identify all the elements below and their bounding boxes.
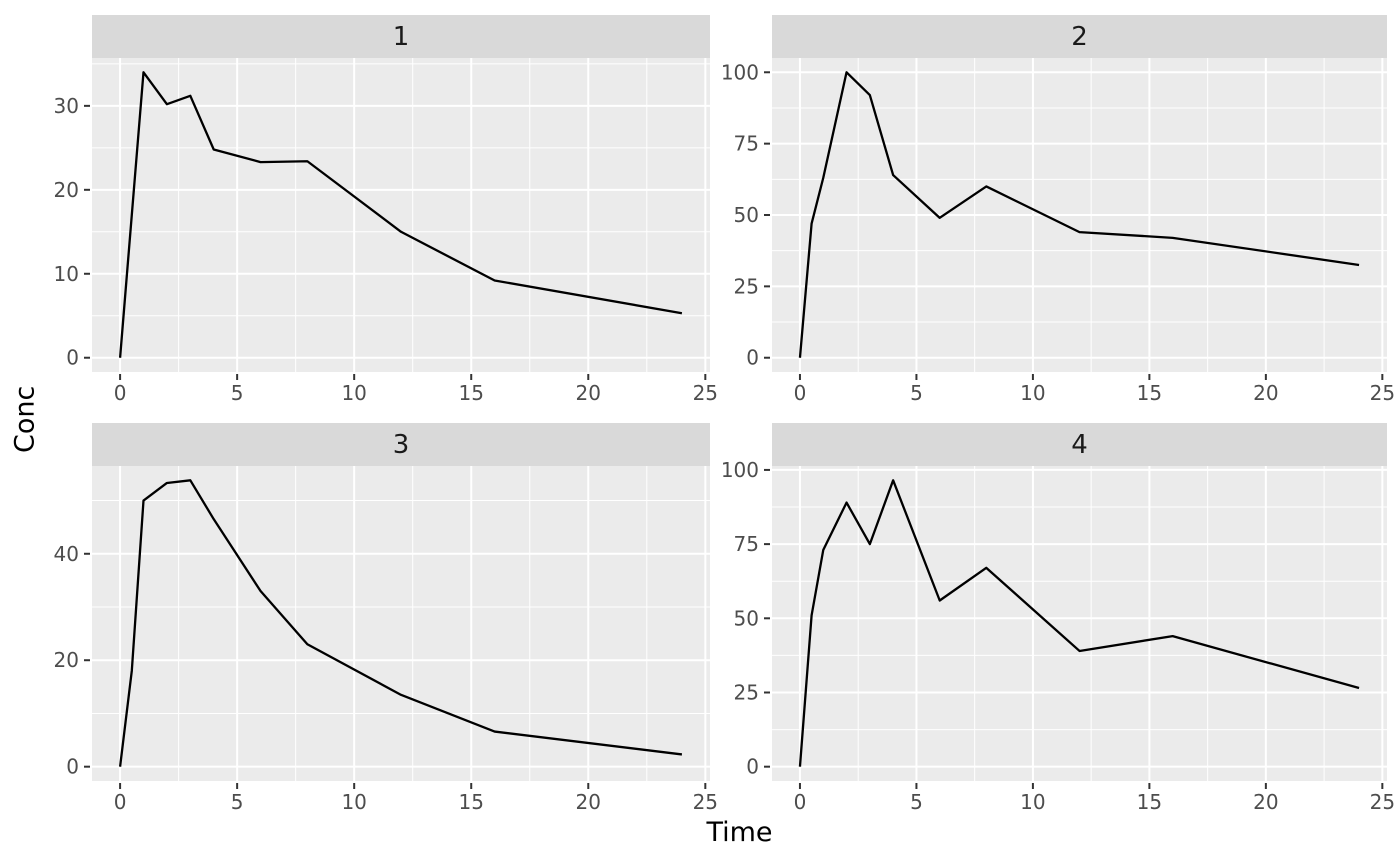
x-tick-label: 5 — [231, 381, 244, 405]
x-tick-label: 20 — [576, 381, 601, 405]
facet-panel-1: 0 5 10 15 20 25 0 10 20 30 — [54, 58, 718, 405]
panel-background — [92, 466, 710, 781]
y-tick-label: 30 — [54, 94, 79, 118]
x-tick-label: 20 — [1253, 790, 1278, 814]
x-tick-label: 5 — [910, 790, 923, 814]
facet-panel-2: 0 5 10 15 20 25 0 25 50 75 100 — [721, 58, 1395, 405]
x-tick-label: 25 — [693, 790, 718, 814]
y-tick-label: 100 — [721, 60, 759, 84]
series-line-facet-4 — [798, 479, 1360, 767]
y-tick-label: 0 — [746, 755, 759, 779]
facet-strip-3: 3 — [92, 423, 710, 466]
x-tick-label: 0 — [794, 381, 807, 405]
x-tick-label: 5 — [910, 381, 923, 405]
facet-strip-label-2: 2 — [1071, 21, 1088, 52]
x-tick-label: 20 — [1253, 381, 1278, 405]
y-tick-label: 50 — [734, 606, 759, 630]
series-line-facet-1 — [118, 71, 683, 358]
x-tick-label: 10 — [341, 790, 366, 814]
x-tick-label: 0 — [114, 381, 127, 405]
y-tick-label: 50 — [734, 203, 759, 227]
facet-panel-4: 0 5 10 15 20 25 0 25 50 75 100 — [721, 458, 1395, 814]
x-tick-label: 20 — [576, 790, 601, 814]
series-line-facet-2 — [798, 71, 1360, 358]
y-tick-label: 25 — [734, 680, 759, 704]
y-tick-label: 75 — [734, 532, 759, 556]
y-tick-label: 0 — [66, 755, 79, 779]
x-tick-label: 0 — [114, 790, 127, 814]
x-tick-label: 5 — [231, 790, 244, 814]
x-tick-label: 25 — [693, 381, 718, 405]
y-tick-label: 10 — [54, 262, 79, 286]
x-tick-label: 15 — [459, 790, 484, 814]
y-tick-label: 0 — [66, 346, 79, 370]
y-tick-label: 25 — [734, 274, 759, 298]
y-axis-title: Conc — [9, 385, 41, 454]
series-line-facet-3 — [118, 479, 683, 767]
x-tick-label: 25 — [1370, 790, 1395, 814]
x-tick-label: 10 — [1020, 790, 1045, 814]
facet-panel-3: 0 5 10 15 20 25 0 20 40 — [54, 466, 718, 814]
panel-background — [772, 466, 1387, 781]
x-tick-label: 10 — [1020, 381, 1045, 405]
facet-strip-label-1: 1 — [392, 21, 410, 52]
panel-background — [92, 58, 710, 372]
x-tick-label: 25 — [1370, 381, 1395, 405]
facet-strip-label-4: 4 — [1071, 429, 1088, 460]
facet-strip-label-3: 3 — [392, 429, 410, 460]
y-tick-label: 20 — [54, 178, 79, 202]
x-tick-label: 0 — [794, 790, 807, 814]
facet-strip-4: 4 — [772, 423, 1387, 466]
y-tick-label: 0 — [746, 346, 759, 370]
facet-strip-1: 1 — [92, 15, 710, 58]
facet-strip-2: 2 — [772, 15, 1387, 58]
x-tick-label: 15 — [1137, 790, 1162, 814]
y-tick-label: 100 — [721, 458, 759, 482]
x-tick-label: 10 — [341, 381, 366, 405]
y-tick-label: 40 — [54, 542, 79, 566]
y-tick-label: 20 — [54, 648, 79, 672]
x-axis-title: Time — [706, 817, 773, 848]
x-tick-label: 15 — [1137, 381, 1162, 405]
x-tick-label: 15 — [459, 381, 484, 405]
y-tick-label: 75 — [734, 132, 759, 156]
